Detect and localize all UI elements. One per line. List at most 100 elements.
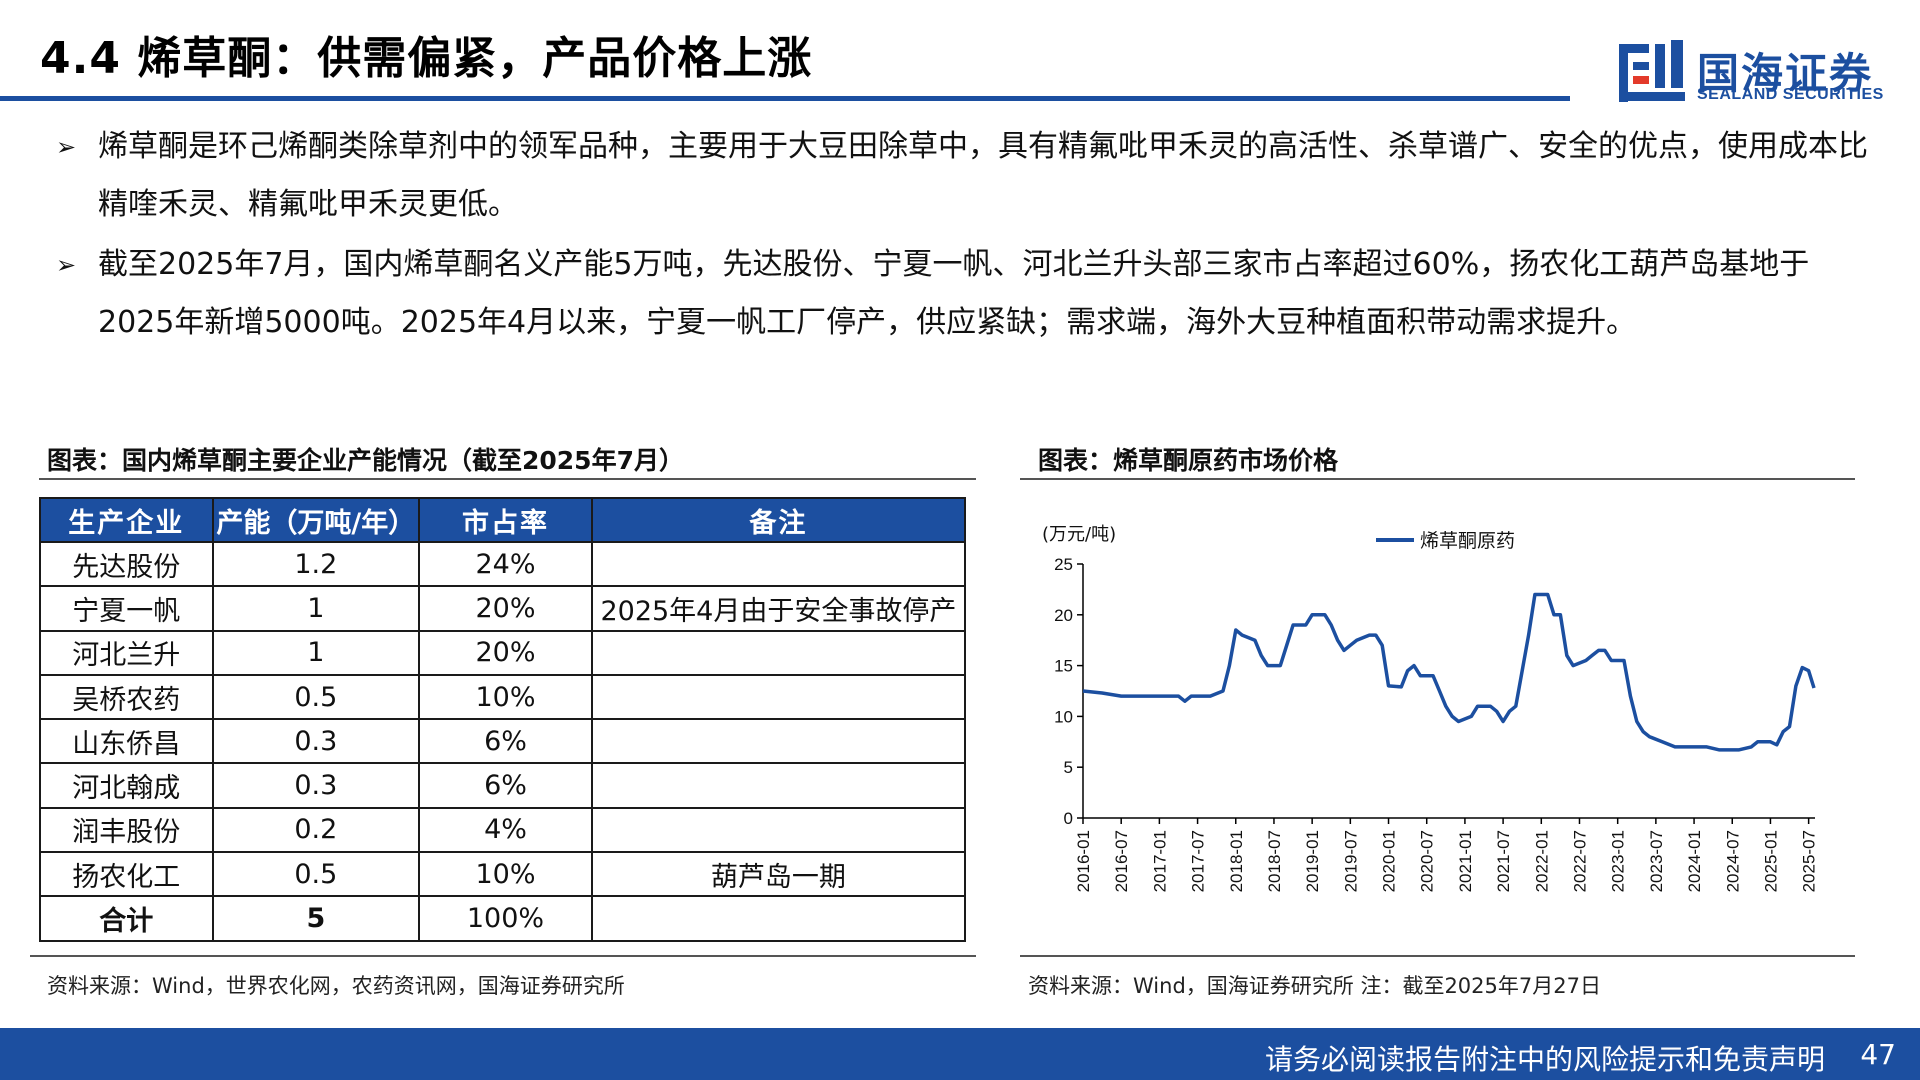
y-tick-label: 20 — [1054, 606, 1073, 625]
title-underline — [0, 96, 1570, 101]
table-cell: 葫芦岛一期 — [590, 851, 967, 898]
table-row: 山东侨昌 0.3 6% — [39, 718, 967, 765]
table-row: 扬农化工 0.5 10% 葫芦岛一期 — [39, 851, 967, 898]
page-number: 47 — [1860, 1038, 1896, 1071]
table-header-row: 生产企业 产能（万吨/年） 市占率 备注 — [39, 497, 967, 543]
sealand-emblem-icon — [1619, 40, 1685, 102]
table-cell: 宁夏一帆 — [39, 585, 214, 632]
x-tick-label: 2023-07 — [1647, 830, 1666, 892]
bullet-text: 截至2025年7月，国内烯草酮名义产能5万吨，先达股份、宁夏一帆、河北兰升头部三… — [98, 247, 1810, 340]
table-row: 河北翰成 0.3 6% — [39, 762, 967, 809]
logo-chinese-text: 国海证券 — [1697, 49, 1874, 98]
price-line-chart: 0 5 10 15 20 25 2016-01 2016-07 2017-01 2017-07 20… — [1042, 524, 1819, 892]
table-total-row: 合计 5 100% — [39, 895, 967, 942]
table-cell: 24% — [418, 540, 593, 588]
sealand-logo: 国海证券 SEALAND SECURITIES — [1615, 38, 1895, 108]
table-header-cell: 生产企业 — [39, 497, 214, 543]
y-tick-label: 25 — [1054, 555, 1073, 574]
table-cell: 4% — [418, 806, 593, 854]
table-header-cell: 产能（万吨/年） — [211, 497, 421, 543]
table-row: 宁夏一帆 1 20% 2025年4月由于安全事故停产 — [39, 585, 967, 632]
table-cell: 山东侨昌 — [39, 718, 214, 765]
footer-disclaimer: 请务必阅读报告附注中的风险提示和免责声明 — [1264, 1043, 1825, 1076]
logo-english-text: SEALAND SECURITIES — [1697, 86, 1884, 103]
x-tick-label: 2024-01 — [1685, 830, 1704, 892]
table-cell: 扬农化工 — [39, 851, 214, 898]
bullet-item: ➢ 烯草酮是环己烯酮类除草剂中的领军品种，主要用于大豆田除草中，具有精氟吡甲禾灵… — [56, 118, 1876, 234]
table-cell: 合计 — [39, 895, 214, 942]
x-tick-label: 2018-01 — [1227, 830, 1246, 892]
table-cell: 0.5 — [211, 851, 421, 898]
x-tick-label: 2018-07 — [1265, 830, 1284, 892]
table-cell: 0.5 — [211, 673, 421, 721]
chart-figure-title: 图表：烯草酮原药市场价格 — [1038, 446, 1339, 475]
x-tick-label: 2017-07 — [1189, 830, 1208, 892]
table-cell: 5 — [211, 895, 421, 942]
x-tick-label: 2021-07 — [1494, 830, 1513, 892]
x-tick-label: 2016-07 — [1112, 830, 1131, 892]
x-tick-label: 2023-01 — [1609, 830, 1628, 892]
table-row: 润丰股份 0.2 4% — [39, 806, 967, 854]
y-tick-label: 10 — [1054, 707, 1073, 726]
table-cell: 1 — [211, 585, 421, 632]
x-tick-label: 2019-07 — [1341, 830, 1360, 892]
x-tick-label: 2024-07 — [1723, 830, 1742, 892]
table-cell: 10% — [418, 673, 593, 721]
table-cell: 吴桥农药 — [39, 673, 214, 721]
arrow-bullet-icon: ➢ — [56, 133, 77, 161]
chart-source-note: 资料来源：Wind，国海证券研究所 注：截至2025年7月27日 — [1028, 974, 1601, 998]
table-header-cell: 备注 — [590, 497, 967, 543]
table-row: 河北兰升 1 20% — [39, 629, 967, 676]
table-cell — [590, 540, 967, 588]
bullet-item: ➢ 截至2025年7月，国内烯草酮名义产能5万吨，先达股份、宁夏一帆、河北兰升头… — [56, 236, 1876, 352]
x-tick-label: 2017-01 — [1150, 830, 1169, 892]
table-cell: 1.2 — [211, 540, 421, 588]
legend-label: 烯草酮原药 — [1420, 530, 1515, 552]
bullet-text: 烯草酮是环己烯酮类除草剂中的领军品种，主要用于大豆田除草中，具有精氟吡甲禾灵的高… — [98, 129, 1868, 222]
table-cell: 20% — [418, 629, 593, 676]
x-tick-label: 2016-01 — [1074, 830, 1093, 892]
x-tick-label: 2020-07 — [1418, 830, 1437, 892]
table-cell: 先达股份 — [39, 540, 214, 588]
x-tick-label: 2022-07 — [1570, 830, 1589, 892]
y-tick-label: 15 — [1054, 657, 1073, 676]
table-cell — [590, 762, 967, 809]
chart-figure-bottom-rule — [1020, 955, 1855, 957]
table-header-cell: 市占率 — [418, 497, 593, 543]
y-tick-label: 0 — [1064, 809, 1073, 828]
table-cell: 10% — [418, 851, 593, 898]
table-cell: 20% — [418, 585, 593, 632]
table-cell: 2025年4月由于安全事故停产 — [590, 585, 967, 632]
page-title: 4.4 烯草酮：供需偏紧，产品价格上涨 — [40, 33, 813, 84]
table-cell — [590, 806, 967, 854]
table-cell: 0.2 — [211, 806, 421, 854]
table-cell: 100% — [418, 895, 593, 942]
x-tick-label: 2025-07 — [1800, 830, 1819, 892]
table-figure-rule — [39, 478, 976, 480]
footer-bar: 请务必阅读报告附注中的风险提示和免责声明 47 — [0, 1028, 1920, 1080]
x-tick-label: 2019-01 — [1303, 830, 1322, 892]
series-line — [1082, 592, 1816, 752]
table-cell — [590, 895, 967, 942]
table-cell — [590, 629, 967, 676]
x-tick-label: 2022-01 — [1532, 830, 1551, 892]
table-cell: 6% — [418, 718, 593, 765]
chart-figure-rule — [1020, 478, 1855, 480]
table-source-note: 资料来源：Wind，世界农化网，农药资讯网，国海证券研究所 — [47, 974, 625, 998]
capacity-table: 生产企业 产能（万吨/年） 市占率 备注 先达股份 1.2 24% 宁夏一帆 1… — [39, 497, 967, 942]
y-unit-label: (万元/吨) — [1042, 524, 1116, 545]
table-cell: 润丰股份 — [39, 806, 214, 854]
bullet-list: ➢ 烯草酮是环己烯酮类除草剂中的领军品种，主要用于大豆田除草中，具有精氟吡甲禾灵… — [56, 118, 1876, 354]
table-figure-title: 图表：国内烯草酮主要企业产能情况（截至2025年7月） — [47, 446, 684, 475]
x-tick-label: 2021-01 — [1456, 830, 1475, 892]
table-cell: 0.3 — [211, 762, 421, 809]
arrow-bullet-icon: ➢ — [56, 251, 77, 279]
table-cell: 1 — [211, 629, 421, 676]
table-figure-bottom-rule — [30, 955, 976, 957]
table-cell: 河北翰成 — [39, 762, 214, 809]
x-tick-label: 2020-01 — [1380, 830, 1399, 892]
table-cell: 0.3 — [211, 718, 421, 765]
table-cell — [590, 718, 967, 765]
table-row: 吴桥农药 0.5 10% — [39, 673, 967, 721]
table-cell: 6% — [418, 762, 593, 809]
